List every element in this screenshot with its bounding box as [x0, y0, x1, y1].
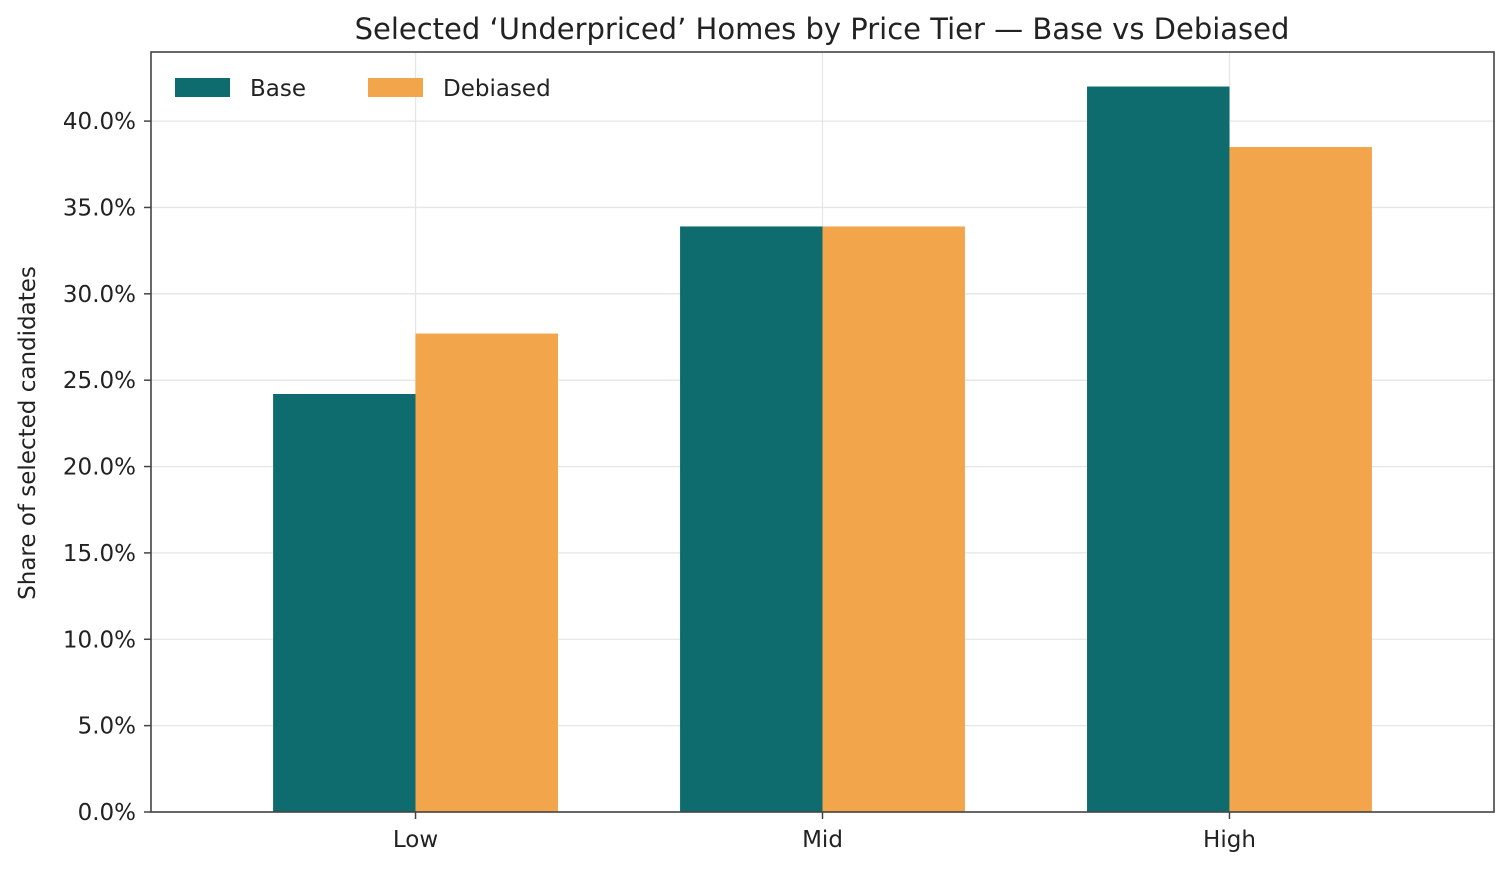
- y-tick-label: 20.0%: [63, 455, 136, 481]
- y-tick-label: 30.0%: [63, 282, 136, 308]
- y-tick-label: 25.0%: [63, 368, 136, 394]
- x-tick-label: Low: [393, 827, 438, 853]
- legend-swatch-base: [175, 78, 230, 97]
- y-tick-label: 0.0%: [78, 800, 136, 826]
- legend-label-debiased: Debiased: [443, 76, 551, 102]
- bar-base-mid: [680, 226, 823, 813]
- legend-label-base: Base: [250, 76, 306, 102]
- bar-base-high: [1087, 86, 1230, 812]
- x-tick-label: Mid: [802, 827, 843, 853]
- y-tick-label: 5.0%: [78, 714, 136, 740]
- bars: [273, 86, 1372, 813]
- y-axis-title: Share of selected candidates: [15, 266, 41, 600]
- axis-ticks: 0.0% 5.0% 10.0% 15.0% 20.0% 25.0% 30.0% 35.0% 40…: [63, 109, 1256, 853]
- bar-debiased-low: [415, 333, 558, 812]
- legend: Base Debiased: [175, 76, 551, 102]
- bar-debiased-high: [1229, 147, 1372, 812]
- y-tick-label: 40.0%: [63, 109, 136, 135]
- bar-base-low: [273, 394, 416, 812]
- x-tick-label: High: [1203, 827, 1256, 853]
- chart-title: Selected ‘Underpriced’ Homes by Price Ti…: [355, 12, 1290, 46]
- bar-debiased-mid: [822, 226, 965, 813]
- y-tick-label: 35.0%: [63, 195, 136, 221]
- legend-swatch-debiased: [368, 78, 423, 97]
- y-tick-label: 10.0%: [63, 627, 136, 653]
- y-tick-label: 15.0%: [63, 541, 136, 567]
